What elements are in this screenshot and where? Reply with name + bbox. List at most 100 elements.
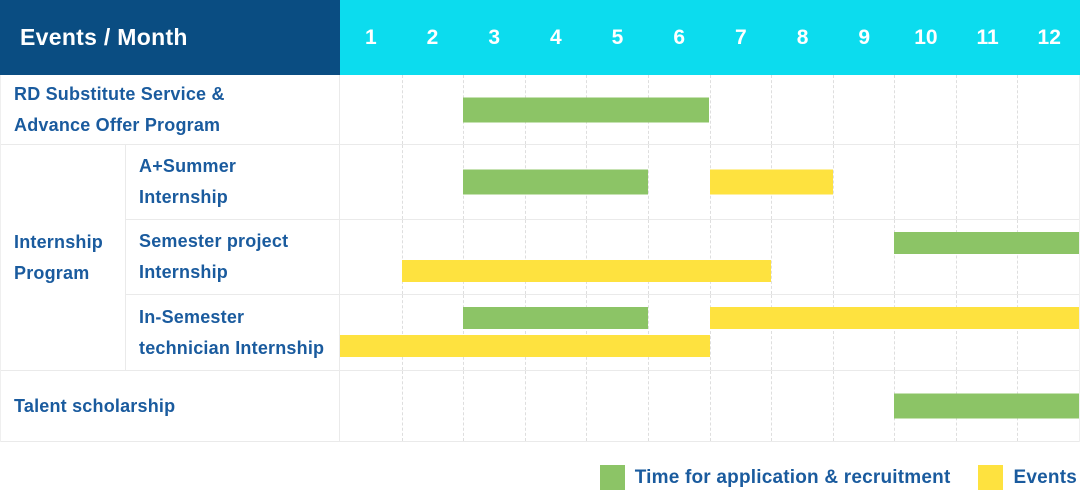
chart-area-semester-project-internship — [340, 220, 1079, 294]
row-label-line: Talent scholarship — [14, 395, 176, 416]
month-gridline — [709, 75, 711, 144]
month-gridline — [1017, 75, 1019, 144]
month-gridline — [771, 371, 773, 441]
month-gridline — [709, 295, 711, 370]
group-label-line: Program — [14, 262, 90, 283]
row-a-plus-summer-internship: A+Summer Internship — [126, 145, 1079, 220]
month-gridline — [955, 145, 957, 219]
row-group-internship-program: Internship Program A+Summer Internship S… — [1, 145, 1079, 371]
month-gridline — [401, 75, 403, 144]
month-gridline — [832, 371, 834, 441]
month-gridline — [401, 295, 403, 370]
month-header-9: 9 — [858, 25, 871, 49]
row-label-line: RD Substitute Service & — [14, 83, 225, 104]
month-gridline — [955, 220, 957, 294]
month-gridline — [709, 371, 711, 441]
gantt-bar-events — [340, 335, 710, 357]
group-label-line: Internship — [14, 231, 104, 252]
month-gridline — [1017, 220, 1019, 294]
gantt-bar-events — [709, 307, 1079, 329]
events-month-header: Events / Month — [0, 0, 340, 75]
month-header-4: 4 — [550, 25, 562, 49]
month-gridline — [832, 220, 834, 294]
month-gridline — [647, 145, 649, 219]
table-header: Events / Month 1 2 3 4 5 6 7 8 9 10 11 12 — [0, 0, 1080, 75]
chart-area-a-plus-summer-internship — [340, 145, 1079, 219]
gantt-bar-application — [894, 393, 1079, 419]
month-header-row: 1 2 3 4 5 6 7 8 9 10 11 12 — [340, 0, 1080, 75]
chart-area-rd-substitute-service — [340, 75, 1079, 144]
gantt-bar-application — [894, 232, 1079, 254]
row-semester-project-internship: Semester project Internship — [126, 220, 1079, 295]
legend-label-application: Time for application & recruitment — [634, 466, 951, 488]
month-header-2: 2 — [426, 25, 439, 49]
row-label-a-plus-summer-internship: A+Summer Internship — [126, 145, 340, 219]
month-gridline — [955, 75, 957, 144]
row-label-line: In-Semester — [139, 306, 245, 327]
month-header-6: 6 — [673, 25, 686, 49]
row-label-line: Advance Offer Program — [14, 114, 221, 135]
month-gridline — [463, 371, 465, 441]
month-gridline — [524, 295, 526, 370]
month-gridline — [647, 295, 649, 370]
row-rd-substitute-service: RD Substitute Service & Advance Offer Pr… — [1, 75, 1079, 145]
chart-area-in-semester-technician-internship — [340, 295, 1079, 370]
month-gridline — [647, 220, 649, 294]
row-label-talent-scholarship: Talent scholarship — [1, 371, 340, 441]
month-gridline — [524, 371, 526, 441]
month-header-10: 10 — [914, 25, 938, 49]
month-gridline — [894, 220, 896, 294]
table-body: RD Substitute Service & Advance Offer Pr… — [0, 75, 1080, 442]
month-gridline — [709, 220, 711, 294]
legend-swatch-application — [599, 465, 625, 490]
group-subrows: A+Summer Internship Semester project Int… — [126, 145, 1079, 370]
month-gridline — [894, 145, 896, 219]
row-label-line: Internship — [139, 262, 229, 282]
month-header-5: 5 — [611, 25, 624, 49]
month-header-3: 3 — [488, 25, 501, 49]
month-gridline — [955, 295, 957, 370]
row-label-line: technician Internship — [139, 337, 325, 358]
month-gridline — [832, 75, 834, 144]
legend: Time for application & recruitment Event… — [0, 464, 1080, 491]
month-header-12: 12 — [1037, 25, 1061, 49]
month-gridline — [586, 295, 588, 370]
gantt-bar-application — [463, 169, 648, 195]
legend-label-events: Events — [1013, 466, 1077, 488]
month-gridline — [647, 371, 649, 441]
month-header-1: 1 — [364, 25, 377, 49]
gantt-bar-application — [463, 307, 648, 329]
month-header-7: 7 — [735, 25, 747, 49]
row-label-line: A+Summer — [139, 156, 237, 176]
month-gridline — [1017, 145, 1019, 219]
month-gridline — [1017, 295, 1019, 370]
month-gridline — [771, 220, 773, 294]
row-label-line: Internship — [139, 187, 229, 207]
events-month-label: Events / Month — [20, 24, 188, 50]
row-in-semester-technician-internship: In-Semester technician Internship — [126, 295, 1079, 370]
month-gridline — [832, 145, 834, 219]
month-gridline — [401, 371, 403, 441]
row-label-semester-project-internship: Semester project Internship — [126, 220, 340, 294]
month-gridline — [463, 220, 465, 294]
month-gridline — [586, 371, 588, 441]
month-gridline — [401, 220, 403, 294]
gantt-bar-events — [401, 260, 772, 282]
month-header-8: 8 — [796, 25, 809, 49]
month-gridline — [463, 295, 465, 370]
month-gridline — [832, 295, 834, 370]
row-label-line: Semester project — [139, 231, 289, 251]
group-label-internship-program: Internship Program — [1, 145, 126, 370]
row-label-in-semester-technician-internship: In-Semester technician Internship — [126, 295, 340, 370]
gantt-bar-application — [463, 97, 710, 122]
chart-area-talent-scholarship — [340, 371, 1079, 441]
month-gridline — [524, 220, 526, 294]
month-header-11: 11 — [976, 25, 999, 49]
gantt-table: Events / Month 1 2 3 4 5 6 7 8 9 10 11 12 RD Substi… — [0, 0, 1080, 442]
gantt-bar-events — [709, 169, 833, 195]
row-talent-scholarship: Talent scholarship — [1, 371, 1079, 442]
month-gridline — [894, 295, 896, 370]
row-label-rd-substitute-service: RD Substitute Service & Advance Offer Pr… — [1, 75, 340, 144]
month-gridline — [586, 220, 588, 294]
